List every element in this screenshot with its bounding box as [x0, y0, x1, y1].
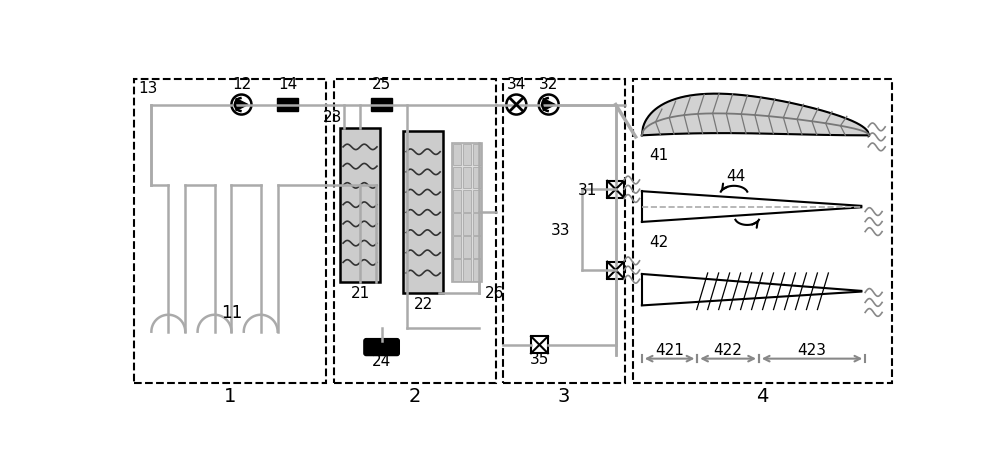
- Bar: [473, 145, 481, 166]
- Bar: [453, 260, 461, 281]
- Bar: [453, 237, 461, 258]
- Bar: [371, 99, 392, 111]
- Polygon shape: [642, 274, 861, 306]
- Text: 13: 13: [138, 81, 157, 96]
- Text: 1: 1: [224, 386, 236, 405]
- Bar: [503, 80, 625, 384]
- Text: 42: 42: [650, 234, 669, 249]
- Bar: [641, 190, 862, 224]
- Bar: [340, 128, 380, 282]
- Polygon shape: [236, 99, 248, 111]
- Bar: [453, 214, 461, 235]
- Bar: [403, 132, 443, 293]
- Text: 21: 21: [350, 285, 370, 300]
- Text: 35: 35: [530, 351, 549, 366]
- Text: 11: 11: [221, 304, 242, 322]
- Circle shape: [506, 95, 526, 115]
- Bar: [463, 145, 471, 166]
- Text: 24: 24: [372, 354, 391, 369]
- Text: 421: 421: [655, 342, 684, 357]
- Text: 12: 12: [232, 76, 251, 91]
- Bar: [531, 337, 548, 354]
- Bar: [463, 260, 471, 281]
- Bar: [607, 262, 624, 279]
- Bar: [452, 144, 482, 282]
- Text: 4: 4: [756, 386, 769, 405]
- Bar: [473, 237, 481, 258]
- Text: 44: 44: [726, 168, 745, 183]
- Bar: [653, 283, 681, 300]
- FancyBboxPatch shape: [364, 339, 399, 356]
- Circle shape: [539, 95, 559, 115]
- Bar: [473, 214, 481, 235]
- Bar: [453, 145, 461, 166]
- Text: 33: 33: [551, 222, 570, 238]
- Text: 14: 14: [278, 77, 297, 92]
- Bar: [334, 80, 496, 384]
- Text: 25: 25: [372, 77, 391, 92]
- Text: 32: 32: [539, 76, 558, 91]
- Polygon shape: [543, 99, 555, 111]
- Bar: [463, 167, 471, 189]
- Polygon shape: [642, 192, 861, 222]
- Bar: [277, 99, 298, 111]
- Bar: [453, 167, 461, 189]
- Bar: [473, 167, 481, 189]
- Bar: [463, 237, 471, 258]
- Text: 3: 3: [558, 386, 570, 405]
- Text: 26: 26: [485, 285, 504, 300]
- Bar: [134, 80, 326, 384]
- Bar: [453, 191, 461, 212]
- Bar: [607, 182, 624, 198]
- Text: 422: 422: [714, 342, 743, 357]
- Text: 31: 31: [578, 182, 597, 197]
- Text: 23: 23: [323, 110, 342, 125]
- Circle shape: [231, 95, 251, 115]
- Bar: [473, 191, 481, 212]
- Text: 41: 41: [650, 148, 669, 163]
- Polygon shape: [642, 95, 869, 136]
- Text: 22: 22: [414, 297, 433, 312]
- Bar: [463, 191, 471, 212]
- Text: 2: 2: [409, 386, 421, 405]
- Text: 423: 423: [798, 342, 827, 357]
- Bar: [463, 214, 471, 235]
- Text: 34: 34: [507, 76, 526, 91]
- Bar: [633, 80, 892, 384]
- Bar: [473, 260, 481, 281]
